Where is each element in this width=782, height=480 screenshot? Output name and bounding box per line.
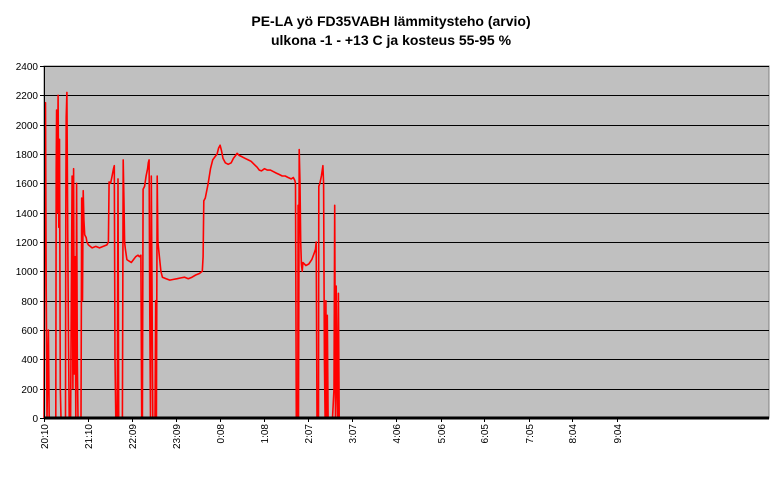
x-tick-label: 22:09 [128, 424, 139, 449]
x-tick-label: 20:10 [40, 424, 51, 449]
y-tick-label: 0 [32, 414, 38, 425]
x-tick-label: 0:08 [216, 424, 227, 444]
grid-lines [44, 66, 769, 390]
y-tick-label: 800 [21, 297, 38, 308]
y-tick-label: 600 [21, 326, 38, 337]
y-tick-label: 1400 [16, 209, 39, 220]
y-axis-ticks: 0 200 400 600 800 1000 1200 1400 1600 1800 2000 220… [16, 62, 44, 425]
y-tick-label: 2400 [16, 62, 39, 73]
x-tick-label: 2:07 [304, 424, 315, 444]
x-tick-label: 4:06 [392, 424, 403, 444]
x-tick-label: 3:07 [348, 424, 359, 444]
y-tick-label: 1800 [16, 150, 39, 161]
y-tick-label: 2200 [16, 91, 39, 102]
x-tick-label: 7:05 [525, 424, 536, 444]
x-tick-label: 8:04 [568, 424, 579, 444]
y-tick-label: 2000 [16, 121, 39, 132]
y-tick-label: 1600 [16, 179, 39, 190]
x-axis-ticks: 20:10 21:10 22:09 23:09 0:08 1:08 2:07 3:07 4:06… [40, 418, 624, 449]
x-tick-label: 23:09 [172, 424, 183, 449]
series-line [43, 91, 769, 419]
x-tick-label: 9:04 [613, 424, 624, 444]
x-tick-label: 21:10 [84, 424, 95, 449]
y-tick-label: 1200 [16, 238, 39, 249]
chart-subtitle: ulkona -1 - +13 C ja kosteus 55-95 % [270, 32, 512, 48]
y-tick-label: 1000 [16, 267, 39, 278]
chart-title-block: PE-LA yö FD35VABH lämmitysteho (arvio) u… [0, 12, 782, 50]
y-tick-label: 200 [21, 385, 38, 396]
chart-title: PE-LA yö FD35VABH lämmitysteho (arvio) [251, 13, 531, 29]
x-tick-label: 1:08 [260, 424, 271, 444]
x-tick-label: 6:05 [480, 424, 491, 444]
x-tick-label: 5:06 [437, 424, 448, 444]
y-tick-label: 400 [21, 355, 38, 366]
